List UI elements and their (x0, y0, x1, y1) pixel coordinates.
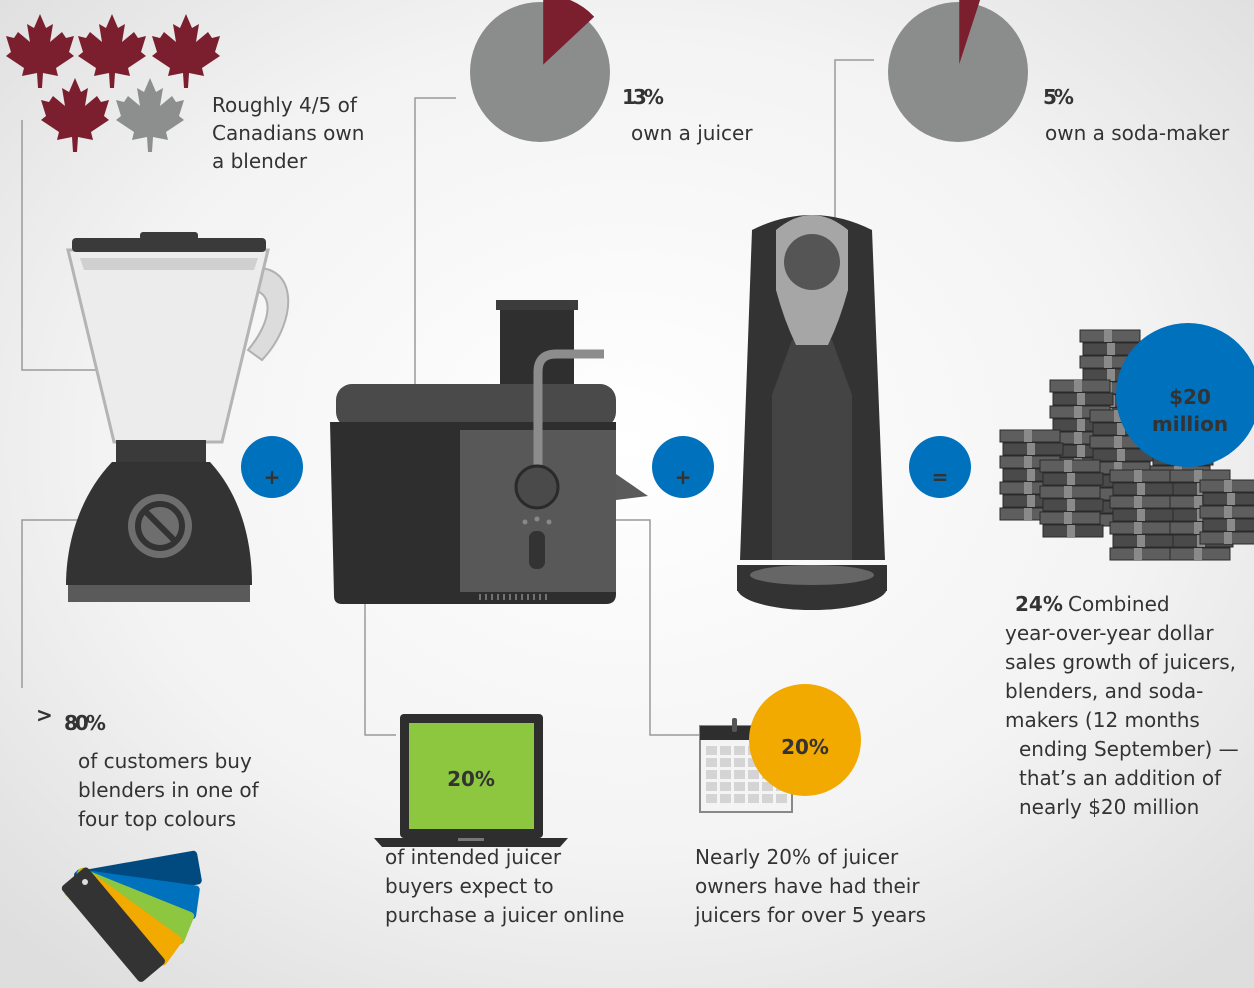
calendar-cell (706, 782, 717, 791)
caption-line: year-over-year dollar (1005, 621, 1214, 645)
money-band (1107, 369, 1115, 381)
money-band (1064, 486, 1072, 498)
money-band (1064, 460, 1072, 472)
caption-line: of intended juicer (385, 845, 562, 869)
calendar-cell (720, 770, 731, 779)
caption-line: sales growth of juicers, (1005, 650, 1236, 674)
money-band (1077, 393, 1085, 405)
stat-prefix: > (36, 703, 53, 727)
pie-caption: own a soda-maker (1045, 121, 1230, 145)
money-band (1134, 522, 1142, 534)
money-band (1134, 548, 1142, 560)
caption-line: four top colours (78, 807, 236, 831)
calendar-cell (734, 746, 745, 755)
operator: = (932, 465, 949, 489)
money-band (1194, 548, 1202, 560)
money-band (1227, 493, 1235, 505)
money-band (1067, 473, 1075, 485)
calendar-cell (720, 758, 731, 767)
caption-line: juicers for over 5 years (694, 903, 926, 927)
caption-line: nearly $20 million (1019, 795, 1199, 819)
calendar-cell (734, 770, 745, 779)
calendar-cell (706, 770, 717, 779)
caption-line: blenders, and soda- (1005, 679, 1203, 703)
money-band (1077, 445, 1085, 457)
calendar-cell (720, 746, 731, 755)
money-band (1074, 432, 1082, 444)
money-band (1227, 519, 1235, 531)
money-band (1224, 506, 1232, 518)
caption-line: purchase a juicer online (385, 903, 624, 927)
money-band (1137, 535, 1145, 547)
operator: + (264, 465, 281, 489)
money-band (1074, 406, 1082, 418)
money-band (1114, 436, 1122, 448)
money-band (1027, 443, 1035, 455)
calendar-cell (734, 758, 745, 767)
caption-line: Canadians own (212, 121, 364, 145)
caption-line: Roughly 4/5 of (212, 93, 358, 117)
calendar-cell (734, 782, 745, 791)
money-band (1224, 480, 1232, 492)
money-band (1074, 380, 1082, 392)
calendar-cell (720, 782, 731, 791)
pie-value: 5% (1043, 85, 1074, 109)
money-band (1024, 508, 1032, 520)
money-band (1104, 356, 1112, 368)
money-band (1027, 495, 1035, 507)
pie-base (888, 2, 1028, 142)
money-band (1024, 482, 1032, 494)
calendar-cell (748, 782, 759, 791)
operator: + (675, 465, 692, 489)
money-band (1064, 512, 1072, 524)
caption-line: ending September) — (1019, 737, 1239, 761)
caption-line: blenders in one of (78, 778, 260, 802)
money-band (1067, 499, 1075, 511)
page: { "blender_ownership": {"lines": ["Rough… (0, 0, 1254, 988)
caption-line: buyers expect to (385, 874, 554, 898)
soda-maker-icon (737, 215, 887, 610)
calendar-cell (720, 794, 731, 803)
caption-line: Nearly 20% of juicer (695, 845, 899, 869)
badge-amount: $20 (1169, 385, 1211, 409)
calendar-cell (762, 794, 773, 803)
money-band (1077, 419, 1085, 431)
calendar-cell (776, 794, 787, 803)
money-band (1134, 496, 1142, 508)
calendar-cell (706, 794, 717, 803)
money-band (1024, 456, 1032, 468)
calendar-cell (748, 794, 759, 803)
money-band (1027, 469, 1035, 481)
caption-line: makers (12 months (1005, 708, 1200, 732)
calendar-cell (748, 770, 759, 779)
money-band (1024, 430, 1032, 442)
pie-base (470, 2, 610, 142)
badge-unit: million (1152, 412, 1228, 436)
caption-line: that’s an addition of (1019, 766, 1222, 790)
highlight: 24% (1015, 592, 1063, 616)
calendar-cell (706, 746, 717, 755)
calendar-cell (734, 794, 745, 803)
infographic: 13% own a juicer 5% own a soda-maker Roughly… (0, 0, 1254, 988)
caption-line: owners have had their (695, 874, 920, 898)
caption-line: Combined (1068, 592, 1170, 616)
money-band (1067, 525, 1075, 537)
pie-value: 13% (622, 85, 664, 109)
money-band (1104, 330, 1112, 342)
stat-figure: 80% (64, 711, 106, 735)
money-band (1117, 449, 1125, 461)
pie-caption: own a juicer (631, 121, 753, 145)
money-band (1137, 509, 1145, 521)
money-band (1224, 532, 1232, 544)
money-band (1137, 483, 1145, 495)
calendar-cell (706, 758, 717, 767)
stat-figure: 20% (781, 735, 829, 759)
caption-line: a blender (212, 149, 308, 173)
money-band (1107, 343, 1115, 355)
stat-figure: 20% (447, 767, 495, 791)
caption-line: of customers buy (78, 749, 252, 773)
money-band (1134, 470, 1142, 482)
